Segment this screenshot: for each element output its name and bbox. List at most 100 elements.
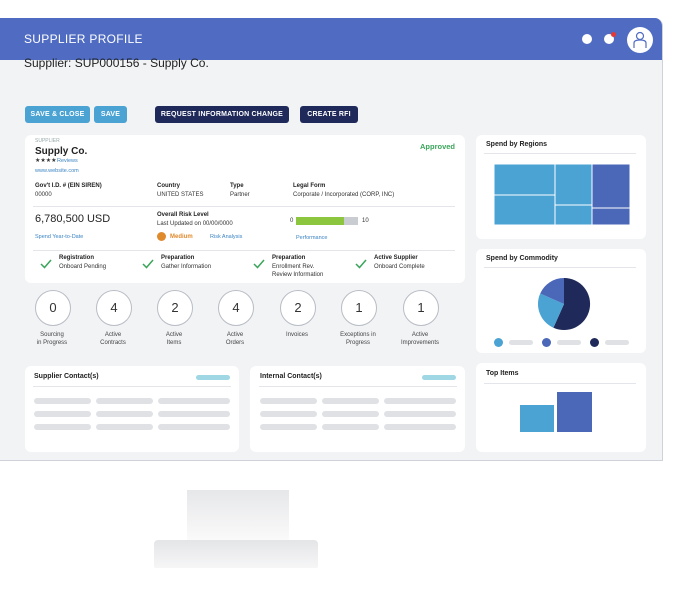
check-icon: [40, 259, 52, 269]
placeholder-bar: [158, 411, 230, 417]
profile-small-label: SUPPLIER: [35, 138, 60, 144]
placeholder-bar: [158, 424, 230, 430]
region-block[interactable]: [554, 164, 593, 206]
risk-label: Overall Risk Level: [157, 212, 209, 218]
counter-label: Active Items: [165, 332, 183, 346]
pie-slice[interactable]: [538, 293, 564, 328]
divider: [33, 250, 455, 251]
step-sub-2: Review Information: [272, 272, 324, 278]
performance-link[interactable]: Performance: [296, 235, 328, 241]
placeholder-bar: [96, 424, 153, 430]
field-label-country: Country: [157, 183, 180, 189]
counter-label: Invoices: [285, 332, 308, 338]
alert-icon[interactable]: [604, 34, 614, 44]
spend-amount: 6,780,500 USD: [35, 213, 111, 225]
field-label-legal-form: Legal Form: [293, 183, 326, 189]
field-value-govid: 00000: [35, 192, 52, 198]
top-items-title: Top Items: [486, 370, 519, 377]
step-title: Preparation: [272, 255, 306, 261]
step-sub: Enrollment Rev.: [272, 264, 315, 270]
counter-improvements[interactable]: 1: [403, 290, 439, 326]
counter-items[interactable]: 2: [157, 290, 193, 326]
alert-badge-icon: [611, 32, 616, 37]
regions-treemap: [494, 164, 630, 225]
divider: [484, 267, 636, 268]
counter-orders[interactable]: 4: [218, 290, 254, 326]
page-title: Supplier: SUP000156 - Supply Co.: [24, 56, 209, 70]
counter-invoices[interactable]: 2: [280, 290, 316, 326]
legend-label-bar: [557, 340, 581, 345]
region-block[interactable]: [494, 164, 556, 196]
region-block[interactable]: [554, 204, 593, 225]
website-link[interactable]: www.website.com: [35, 168, 79, 174]
spend-ytd-link[interactable]: Spend Year-to-Date: [35, 234, 84, 240]
commodity-pie: [538, 277, 591, 330]
legend-dot: [542, 338, 551, 347]
app-header: SUPPLIER PROFILE: [0, 18, 662, 60]
supplier-contacts-card: [25, 366, 239, 452]
field-label-govid: Gov't I.D. # (EIN SIREN): [35, 183, 102, 189]
risk-analysis-link[interactable]: Risk Analysis: [210, 234, 243, 240]
supplier-contacts-title: Supplier Contact(s): [34, 373, 99, 380]
create-rfi-button[interactable]: CREATE RFI: [300, 106, 358, 123]
divider: [484, 153, 636, 154]
placeholder-bar: [260, 398, 317, 404]
counter-contracts[interactable]: 4: [96, 290, 132, 326]
add-contact-button[interactable]: [422, 375, 456, 380]
placeholder-bar: [96, 398, 153, 404]
region-block[interactable]: [591, 164, 630, 209]
user-avatar[interactable]: [627, 27, 653, 53]
step-sub: Onboard Complete: [374, 264, 425, 270]
placeholder-bar: [34, 424, 91, 430]
reviews-link[interactable]: Reviews: [57, 158, 78, 164]
notification-icon[interactable]: [582, 34, 592, 44]
placeholder-bar: [322, 398, 379, 404]
placeholder-bar: [96, 411, 153, 417]
counter-label: Active Contracts: [100, 332, 126, 346]
save-close-button[interactable]: SAVE & CLOSE: [25, 106, 90, 123]
add-contact-button[interactable]: [196, 375, 230, 380]
region-block[interactable]: [494, 194, 556, 225]
check-icon: [142, 259, 154, 269]
legend-label-bar: [509, 340, 533, 345]
placeholder-bar: [34, 411, 91, 417]
top-item-bar[interactable]: [520, 405, 554, 432]
counter-exceptions[interactable]: 1: [341, 290, 377, 326]
legend-dot: [494, 338, 503, 347]
performance-min: 0: [290, 218, 294, 224]
field-label-type: Type: [230, 183, 244, 189]
pie-slice[interactable]: [553, 277, 591, 330]
internal-contacts-card: [250, 366, 465, 452]
pie-slice[interactable]: [540, 278, 564, 304]
legend-dot: [590, 338, 599, 347]
divider: [33, 206, 455, 207]
legend-label-bar: [605, 340, 629, 345]
counter-label: Exceptions in Progress: [340, 332, 376, 346]
region-block[interactable]: [591, 207, 630, 225]
app-title: SUPPLIER PROFILE: [24, 32, 143, 46]
save-button[interactable]: SAVE: [94, 106, 127, 123]
commodity-title: Spend by Commodity: [486, 255, 558, 262]
step-title: Active Supplier: [374, 255, 418, 261]
counter-sourcing[interactable]: 0: [35, 290, 71, 326]
performance-fill: [296, 217, 345, 225]
status-badge: Approved: [420, 142, 456, 151]
request-change-button[interactable]: REQUEST INFORMATION CHANGE: [155, 106, 289, 123]
placeholder-bar: [158, 398, 230, 404]
divider: [484, 383, 636, 384]
placeholder-bar: [322, 411, 379, 417]
user-icon: [633, 31, 647, 48]
placeholder-bar: [260, 424, 317, 430]
step-title: Preparation: [161, 255, 195, 261]
top-item-bar[interactable]: [557, 392, 592, 432]
field-value-legal-form: Corporate / Incorporated (CORP, INC): [293, 192, 395, 198]
performance-max: 10: [362, 218, 369, 224]
profile-card: [25, 135, 465, 283]
monitor-stand-neck: [187, 490, 289, 540]
placeholder-bar: [34, 398, 91, 404]
field-value-type: Partner: [230, 192, 250, 198]
field-value-country: UNITED STATES: [157, 192, 204, 198]
monitor-stand-base: [154, 540, 318, 568]
check-icon: [253, 259, 265, 269]
placeholder-bar: [384, 411, 456, 417]
